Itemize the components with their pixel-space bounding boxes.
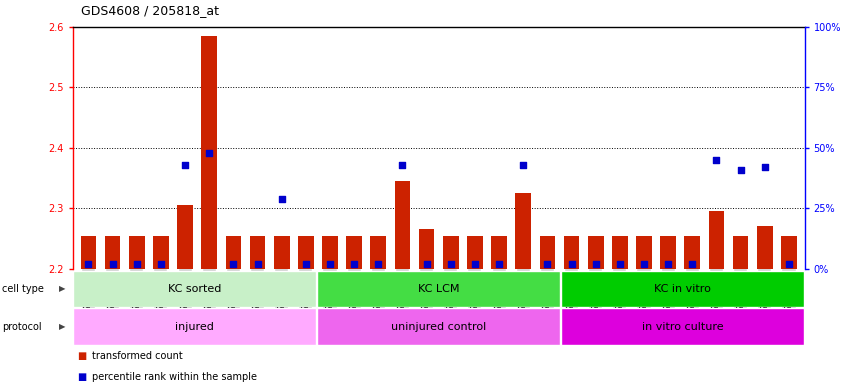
Text: in vitro culture: in vitro culture	[642, 321, 723, 332]
Point	[565, 261, 579, 267]
Bar	[515, 193, 531, 269]
Bar	[74, 308, 316, 345]
Point	[106, 261, 120, 267]
Point	[613, 261, 627, 267]
Text: GDS4608 / 205818_at: GDS4608 / 205818_at	[81, 4, 219, 17]
Point	[758, 164, 771, 170]
Point	[686, 261, 699, 267]
Bar	[80, 235, 97, 269]
Text: ■: ■	[77, 351, 86, 361]
Bar	[201, 36, 217, 269]
Point	[444, 261, 458, 267]
Point	[468, 261, 482, 267]
Point	[419, 261, 433, 267]
Point	[540, 261, 554, 267]
Bar	[104, 235, 121, 269]
Point	[492, 261, 506, 267]
Point	[130, 261, 144, 267]
Bar	[153, 235, 169, 269]
Text: uninjured control: uninjured control	[391, 321, 486, 332]
Bar	[318, 271, 560, 307]
Bar	[225, 235, 241, 269]
Bar	[74, 271, 316, 307]
Bar	[564, 235, 580, 269]
Point	[734, 167, 747, 173]
Point	[589, 261, 603, 267]
Text: percentile rank within the sample: percentile rank within the sample	[92, 372, 258, 382]
Point	[81, 261, 95, 267]
Bar	[709, 211, 724, 269]
Bar	[443, 235, 459, 269]
Bar	[612, 235, 627, 269]
Bar	[781, 235, 797, 269]
Bar	[419, 230, 435, 269]
Bar	[250, 235, 265, 269]
Bar	[733, 235, 748, 269]
Bar	[347, 235, 362, 269]
Point	[324, 261, 337, 267]
Point	[662, 261, 675, 267]
Point	[275, 195, 288, 202]
Bar	[395, 181, 410, 269]
Point	[782, 261, 796, 267]
Text: KC LCM: KC LCM	[418, 284, 460, 294]
Text: protocol: protocol	[2, 321, 41, 332]
Bar	[318, 308, 560, 345]
Bar	[177, 205, 193, 269]
Bar	[298, 235, 313, 269]
Point	[227, 261, 241, 267]
Text: cell type: cell type	[2, 284, 44, 294]
Text: injured: injured	[175, 321, 214, 332]
Bar	[636, 235, 652, 269]
Text: ▶: ▶	[59, 285, 66, 293]
Bar	[322, 235, 338, 269]
Point	[516, 162, 530, 168]
Point	[202, 150, 216, 156]
Bar	[660, 235, 676, 269]
Point	[395, 162, 409, 168]
Point	[251, 261, 265, 267]
Bar	[539, 235, 556, 269]
Bar	[562, 271, 804, 307]
Text: KC sorted: KC sorted	[168, 284, 222, 294]
Point	[154, 261, 168, 267]
Bar	[588, 235, 603, 269]
Bar	[274, 235, 289, 269]
Point	[178, 162, 192, 168]
Bar	[491, 235, 507, 269]
Text: ■: ■	[77, 372, 86, 382]
Point	[710, 157, 723, 163]
Bar	[467, 235, 483, 269]
Text: KC in vitro: KC in vitro	[654, 284, 711, 294]
Point	[637, 261, 651, 267]
Bar	[371, 235, 386, 269]
Point	[372, 261, 385, 267]
Bar	[129, 235, 145, 269]
Bar	[685, 235, 700, 269]
Point	[299, 261, 312, 267]
Bar	[562, 308, 804, 345]
Point	[348, 261, 361, 267]
Text: transformed count: transformed count	[92, 351, 183, 361]
Text: ▶: ▶	[59, 322, 66, 331]
Bar	[757, 227, 773, 269]
